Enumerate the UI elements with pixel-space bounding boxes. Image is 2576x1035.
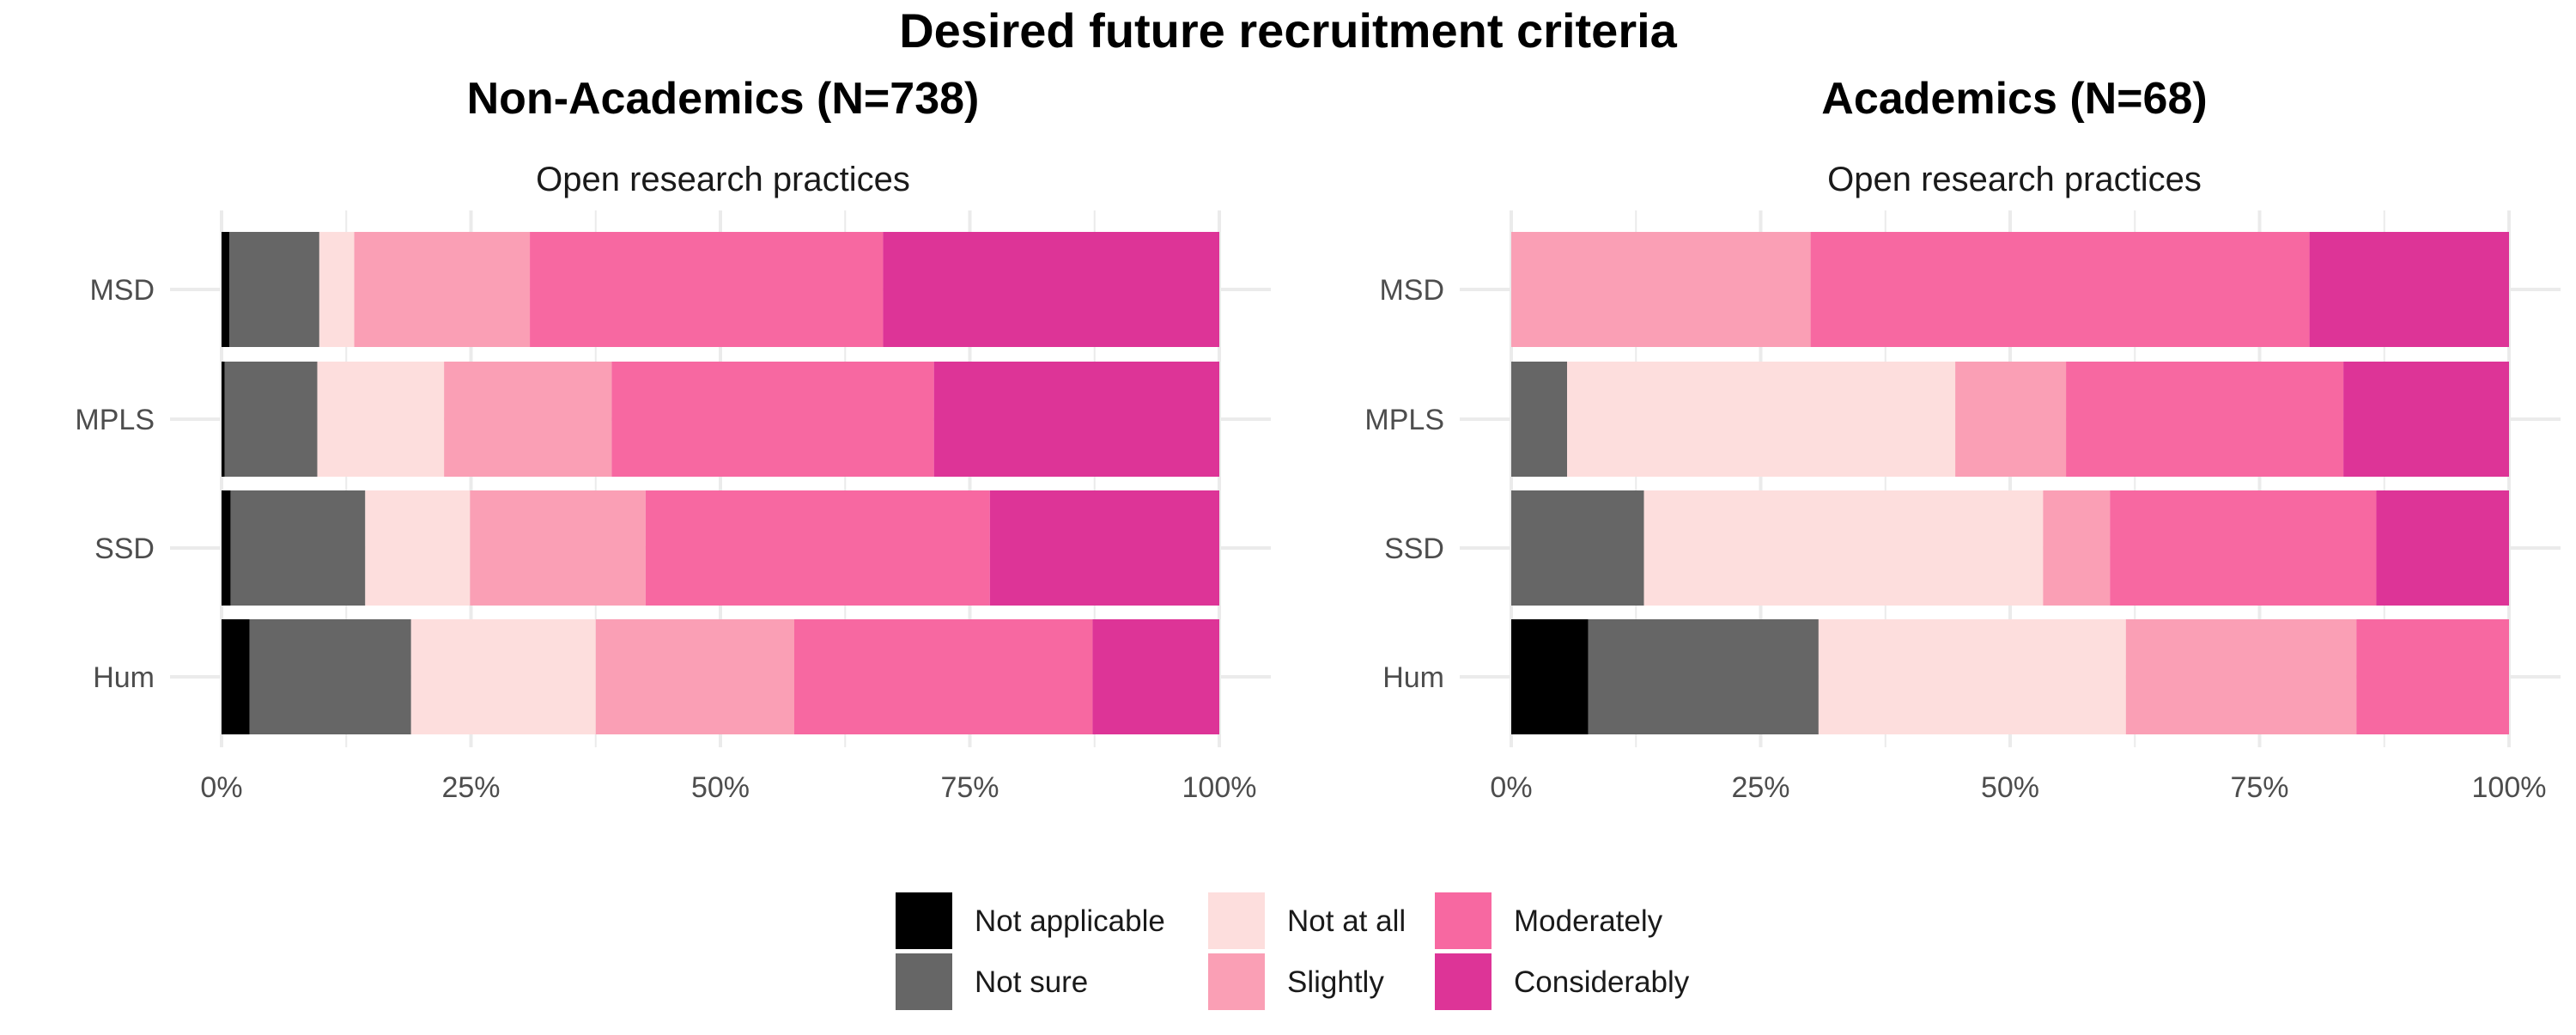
bar-msd-moderately: [1810, 232, 2310, 347]
x-tick-label: 25%: [441, 771, 500, 804]
y-tick-label: SSD: [94, 533, 155, 565]
legend-label-considerably: Considerably: [1514, 965, 1690, 999]
bar-mpls-not-sure: [1511, 362, 1568, 477]
x-tick-label: 100%: [2472, 771, 2547, 804]
legend-label-moderately: Moderately: [1514, 904, 1663, 938]
bar-hum-not-applicable: [222, 619, 250, 734]
legend-swatch-not-applicable: [896, 892, 952, 949]
panel-subtitle-academics: Open research practices: [1827, 161, 2202, 198]
bar-msd-not-sure: [229, 232, 319, 347]
legend-label-slightly: Slightly: [1287, 965, 1384, 999]
bar-ssd-slightly: [2043, 490, 2111, 606]
figure-title: Desired future recruitment criteria: [899, 3, 1677, 58]
legend: Not applicable Not sure Not at all Slightly…: [896, 892, 1690, 1010]
bar-hum-considerably: [1092, 619, 1219, 734]
bar-ssd-not-applicable: [222, 490, 231, 606]
bar-hum-not-at-all: [1818, 619, 2126, 734]
bar-msd-moderately: [530, 232, 884, 347]
y-tick-label: MPLS: [75, 404, 155, 436]
legend-label-not-at-all: Not at all: [1287, 904, 1406, 938]
bar-ssd-not-at-all: [365, 490, 471, 606]
x-tick-label: 75%: [2230, 771, 2288, 804]
bar-ssd-not-sure: [1511, 490, 1644, 606]
bar-mpls-not-at-all: [1567, 362, 1956, 477]
bars-non-academics: [222, 232, 1219, 734]
y-tick-label: Hum: [93, 661, 155, 694]
x-tick-label: 25%: [1731, 771, 1789, 804]
bar-msd-considerably: [883, 232, 1219, 347]
bar-msd-considerably: [2309, 232, 2509, 347]
y-tick-label: Hum: [1382, 661, 1444, 694]
bar-msd-slightly: [1511, 232, 1811, 347]
bar-mpls-moderately: [611, 362, 934, 477]
legend-swatch-not-at-all: [1208, 892, 1265, 949]
bar-msd-not-at-all: [319, 232, 355, 347]
panel-academics: Academics (N=68) Open research practices…: [1364, 74, 2561, 804]
bar-mpls-slightly: [1955, 362, 2067, 477]
bar-hum-not-sure: [249, 619, 411, 734]
bar-mpls-not-applicable: [222, 362, 225, 477]
bar-ssd-considerably: [2376, 490, 2509, 606]
bar-mpls-considerably: [2343, 362, 2509, 477]
legend-swatch-considerably: [1435, 953, 1492, 1010]
legend-label-not-sure: Not sure: [975, 965, 1088, 999]
bar-mpls-not-at-all: [317, 362, 445, 477]
y-tick-label: MSD: [1379, 274, 1444, 307]
bar-mpls-considerably: [933, 362, 1219, 477]
bar-mpls-not-sure: [224, 362, 318, 477]
legend-swatch-moderately: [1435, 892, 1492, 949]
bars-academics: [1511, 232, 2509, 734]
bar-ssd-considerably: [989, 490, 1219, 606]
legend-label-not-applicable: Not applicable: [975, 904, 1165, 938]
panel-title-academics: Academics (N=68): [1821, 74, 2207, 124]
panel-title-non-academics: Non-Academics (N=738): [467, 74, 980, 124]
bar-ssd-moderately: [645, 490, 990, 606]
bar-mpls-moderately: [2066, 362, 2344, 477]
bar-ssd-moderately: [2110, 490, 2377, 606]
bar-hum-slightly: [595, 619, 794, 734]
x-tick-label: 100%: [1182, 771, 1257, 804]
bar-hum-not-sure: [1588, 619, 1819, 734]
x-axis-academics: 0% 25% 50% 75% 100%: [1490, 771, 2546, 804]
legend-swatch-not-sure: [896, 953, 952, 1010]
y-axis-academics: MSD MPLS SSD Hum: [1364, 274, 1444, 694]
x-tick-label: 50%: [691, 771, 750, 804]
bar-msd-not-applicable: [222, 232, 230, 347]
y-tick-label: MPLS: [1364, 404, 1444, 436]
x-tick-label: 75%: [940, 771, 999, 804]
y-axis-non-academics: MSD MPLS SSD Hum: [75, 274, 155, 694]
bar-hum-moderately: [793, 619, 1093, 734]
y-tick-label: MSD: [89, 274, 155, 307]
panel-subtitle-non-academics: Open research practices: [536, 161, 910, 198]
bar-hum-not-at-all: [410, 619, 596, 734]
x-axis-non-academics: 0% 25% 50% 75% 100%: [200, 771, 1256, 804]
legend-swatch-slightly: [1208, 953, 1265, 1010]
bar-msd-slightly: [354, 232, 531, 347]
bar-hum-moderately: [2356, 619, 2509, 734]
bar-mpls-slightly: [444, 362, 612, 477]
bar-ssd-not-sure: [230, 490, 366, 606]
bar-ssd-not-at-all: [1643, 490, 2044, 606]
x-tick-label: 50%: [1981, 771, 2039, 804]
x-tick-label: 0%: [1490, 771, 1532, 804]
x-tick-label: 0%: [200, 771, 242, 804]
bar-hum-not-applicable: [1511, 619, 1589, 734]
bar-ssd-slightly: [470, 490, 646, 606]
panel-non-academics: Non-Academics (N=738) Open research prac…: [75, 74, 1271, 804]
bar-hum-slightly: [2125, 619, 2357, 734]
y-tick-label: SSD: [1384, 533, 1444, 565]
